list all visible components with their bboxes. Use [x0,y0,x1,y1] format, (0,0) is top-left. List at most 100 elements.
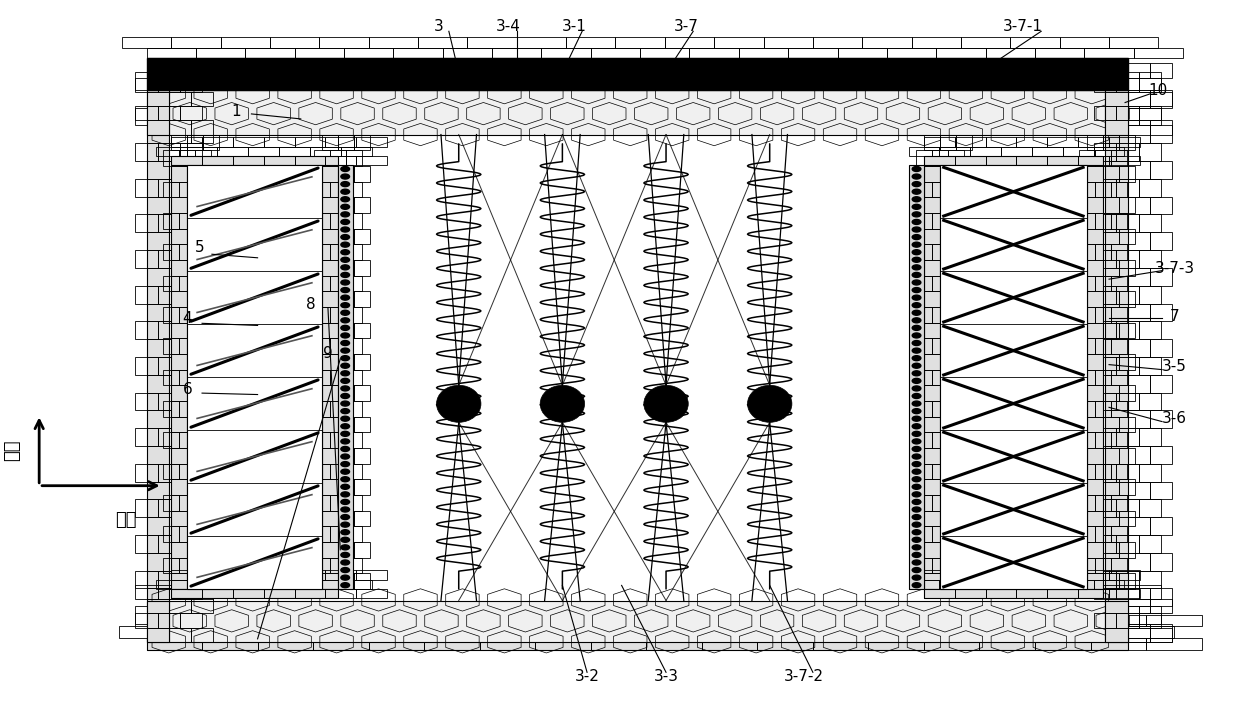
Bar [191,64,213,78]
Bar [187,229,203,245]
Bar [1149,375,1172,393]
Bar [314,370,330,385]
Bar [1127,339,1149,357]
Bar [203,542,219,558]
Bar [337,542,353,558]
Bar [1138,214,1161,232]
Bar [1095,213,1111,229]
Bar [164,307,180,322]
Bar [195,401,211,417]
Bar [1011,37,1060,48]
Bar [264,137,295,147]
Bar [314,558,330,573]
Bar [924,448,940,463]
Bar [187,354,203,370]
Bar [1035,48,1084,59]
Circle shape [913,340,921,345]
Bar [1007,626,1063,638]
Bar [646,615,702,626]
Bar [1127,120,1149,134]
Bar [1116,571,1138,588]
Bar [191,268,213,286]
Ellipse shape [644,385,688,423]
Bar [346,433,362,448]
Bar [1127,375,1149,393]
Bar [180,585,202,599]
Text: 3-7: 3-7 [673,19,698,34]
Bar [146,628,169,642]
Bar [146,482,169,499]
Bar [233,156,264,165]
Bar [270,37,319,48]
Circle shape [341,446,350,451]
Text: 1: 1 [232,104,242,119]
Circle shape [341,182,350,187]
Bar [191,197,213,214]
Bar [321,385,337,401]
Bar [507,626,563,638]
Bar [1116,393,1138,410]
Bar [187,147,217,156]
Bar [1118,322,1135,338]
Circle shape [341,272,350,277]
Bar [146,588,169,606]
Bar [956,260,972,275]
Bar [346,370,362,385]
Bar [932,213,949,229]
Bar [932,558,949,573]
Bar [187,322,203,338]
Bar [1146,615,1202,626]
Bar [986,156,1017,165]
Bar [187,580,217,589]
Bar [1095,463,1111,479]
Bar [356,589,387,598]
Bar [1095,275,1111,291]
Bar [956,197,972,213]
Bar [924,156,955,165]
Bar [932,245,949,260]
Bar [1118,354,1135,370]
Bar [171,479,187,495]
Bar [924,479,940,495]
Bar [321,322,337,338]
Bar [542,48,590,59]
Circle shape [913,227,921,232]
Bar [1127,624,1149,642]
Bar [180,250,202,268]
Bar [314,275,330,291]
Bar [325,137,356,147]
Bar [1116,78,1138,92]
Bar [285,626,341,638]
Bar [1079,463,1095,479]
Circle shape [913,250,921,255]
Bar [180,72,202,90]
Bar [837,48,887,59]
Bar [897,626,952,638]
Bar [789,48,837,59]
Bar [187,511,203,526]
Bar [1111,463,1127,479]
Bar [203,448,219,463]
Bar [980,638,1035,649]
Bar [590,615,646,626]
Circle shape [341,235,350,240]
Bar [169,303,191,321]
Bar [1149,553,1172,571]
Bar [956,385,972,401]
Bar [337,417,353,433]
Bar [1138,357,1161,375]
Bar [1105,120,1127,134]
Bar [180,357,202,375]
Bar [164,150,180,166]
Bar [187,542,203,558]
Bar [924,260,940,275]
Bar [1105,553,1127,571]
Bar [135,78,157,92]
Circle shape [341,355,350,360]
Bar [1102,448,1118,463]
Bar [191,232,213,250]
Bar [314,338,330,354]
Bar [321,166,337,182]
Circle shape [341,363,350,368]
Bar [729,626,785,638]
